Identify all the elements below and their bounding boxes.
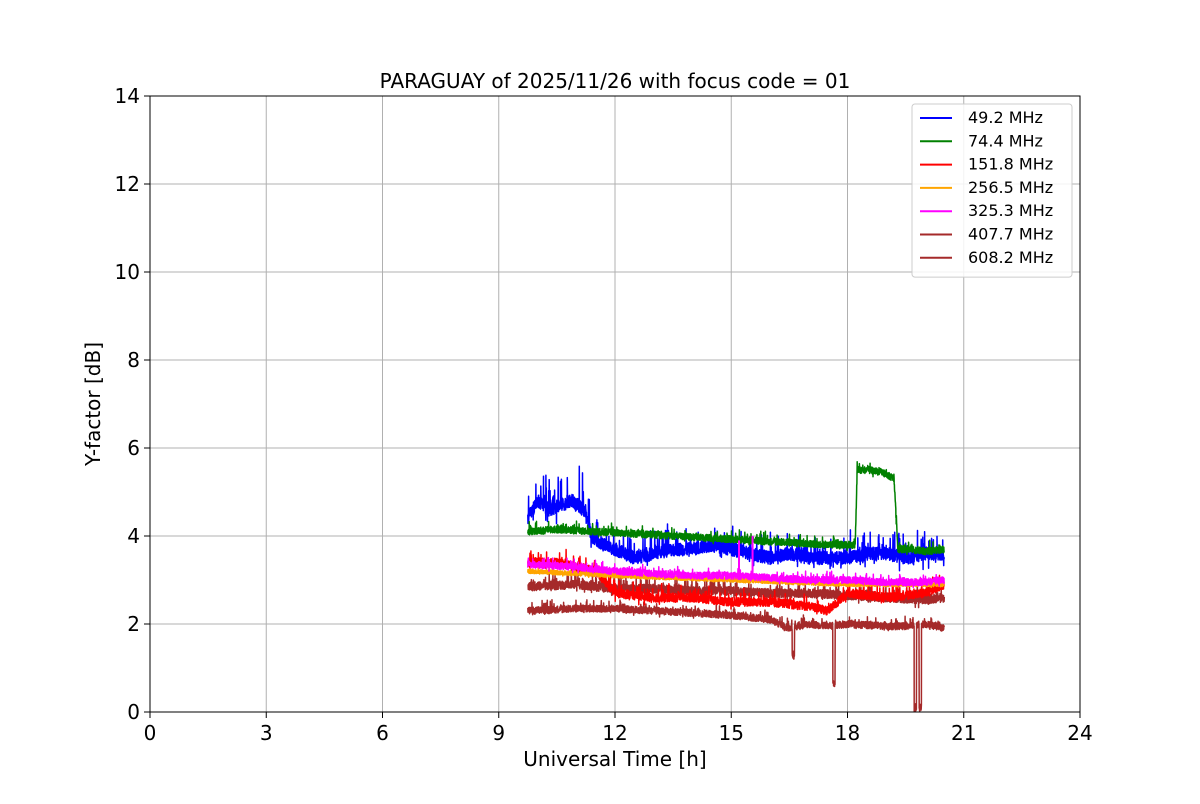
y-tick-label: 14 [115, 84, 140, 108]
y-axis-label: Y-factor [dB] [81, 342, 105, 467]
y-tick-label: 0 [127, 700, 140, 724]
x-axis-label: Universal Time [h] [523, 747, 706, 771]
y-tick-label: 8 [127, 348, 140, 372]
legend-label: 151.8 MHz [968, 155, 1053, 174]
legend-label: 407.7 MHz [968, 225, 1053, 244]
x-tick-label: 24 [1067, 721, 1092, 745]
legend-label: 608.2 MHz [968, 248, 1053, 267]
y-tick-label: 12 [115, 172, 140, 196]
x-tick-label: 0 [144, 721, 157, 745]
x-tick-label: 15 [719, 721, 744, 745]
legend-label: 325.3 MHz [968, 201, 1053, 220]
x-tick-label: 3 [260, 721, 273, 745]
x-tick-label: 9 [492, 721, 505, 745]
y-tick-label: 10 [115, 260, 140, 284]
x-tick-label: 18 [835, 721, 860, 745]
x-tick-label: 12 [602, 721, 627, 745]
y-tick-label: 4 [127, 524, 140, 548]
x-tick-label: 6 [376, 721, 389, 745]
series-line-1 [527, 461, 945, 556]
y-tick-label: 6 [127, 436, 140, 460]
series-layer [527, 461, 946, 712]
series-line-4 [527, 556, 945, 589]
series-line-5 [527, 568, 946, 609]
legend-label: 49.2 MHz [968, 108, 1043, 127]
legend-label: 74.4 MHz [968, 131, 1043, 150]
series-line-6 [527, 598, 945, 712]
legend-label: 256.5 MHz [968, 178, 1053, 197]
legend: 49.2 MHz 74.4 MHz 151.8 MHz 256.5 MHz 325.3… [911, 103, 1073, 278]
y-tick-label: 2 [127, 612, 140, 636]
chart-title: PARAGUAY of 2025/11/26 with focus code =… [380, 69, 851, 93]
x-tick-label: 21 [951, 721, 976, 745]
